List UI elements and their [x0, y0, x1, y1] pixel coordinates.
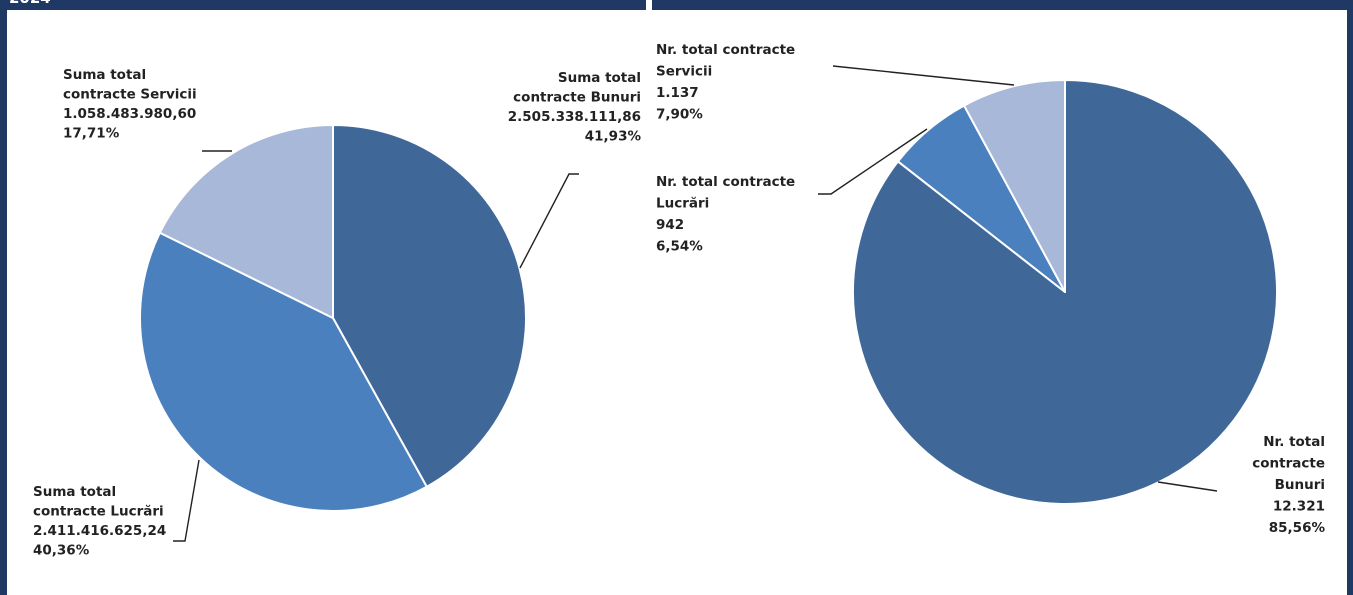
leader-line [519, 173, 579, 269]
data-label: Nr. total contracte Servicii 1.137 7,90% [656, 42, 795, 123]
pie-slice-lucrri [139, 231, 428, 512]
data-label-line: 1.137 [656, 85, 699, 101]
frame-divider [646, 0, 652, 10]
leader-line [173, 459, 200, 542]
data-label-line: 12.321 [1273, 499, 1325, 515]
data-label-line: 2.505.338.111,86 [508, 109, 641, 125]
data-label-line: Lucrări [656, 196, 709, 212]
data-label-line: contracte Lucrări [33, 504, 164, 520]
data-label-line: Nr. total contracte [656, 42, 795, 58]
leader-line [1157, 481, 1218, 492]
data-label-line: 6,54% [656, 239, 703, 255]
pie-slice-bunuri [332, 124, 527, 488]
data-label-line: Nr. total contracte [656, 174, 795, 190]
data-label-line: Suma total [33, 484, 116, 500]
data-label: Suma total contracte Servicii 1.058.483.98… [63, 67, 197, 142]
data-label-line: contracte Servicii [63, 87, 197, 103]
data-label-line: contracte Bunuri [513, 90, 641, 106]
cut-heading: 2024 [9, 0, 51, 6]
data-label: Nr. total contracte Lucrări 942 6,54% [656, 174, 795, 255]
data-label-line: Bunuri [1275, 477, 1325, 493]
data-label-line: 1.058.483.980,60 [63, 106, 196, 122]
leader-line [832, 65, 1015, 86]
data-label: Suma total contracte Bunuri 2.505.338.111,… [508, 70, 642, 145]
pie-slice-servicii [158, 124, 334, 319]
pie-slice-servicii [963, 79, 1066, 293]
data-label-line: Suma total [63, 67, 146, 83]
data-label-line: 17,71% [63, 126, 120, 142]
leader-line [818, 128, 928, 195]
pie-chart-count: Nr. total contracte Bunuri 12.321 85,56%Nr. … [656, 42, 1325, 536]
data-label-line: 41,93% [585, 129, 642, 145]
pie-chart-value: Suma total contracte Bunuri 2.505.338.111,… [33, 67, 641, 559]
data-label-line: Suma total [558, 70, 641, 86]
data-label-line: 942 [656, 217, 684, 233]
data-label: Nr. total contracte Bunuri 12.321 85,56% [1252, 434, 1325, 536]
data-label-line: 7,90% [656, 107, 703, 123]
data-label: Suma total contracte Lucrări 2.411.416.625… [33, 484, 166, 559]
data-label-line: Nr. total [1263, 434, 1325, 450]
data-label-line: contracte [1252, 456, 1325, 472]
data-label-line: 2.411.416.625,24 [33, 523, 166, 539]
data-label-line: Servicii [656, 64, 712, 80]
data-label-line: 40,36% [33, 543, 90, 559]
data-label-line: 85,56% [1269, 520, 1326, 536]
